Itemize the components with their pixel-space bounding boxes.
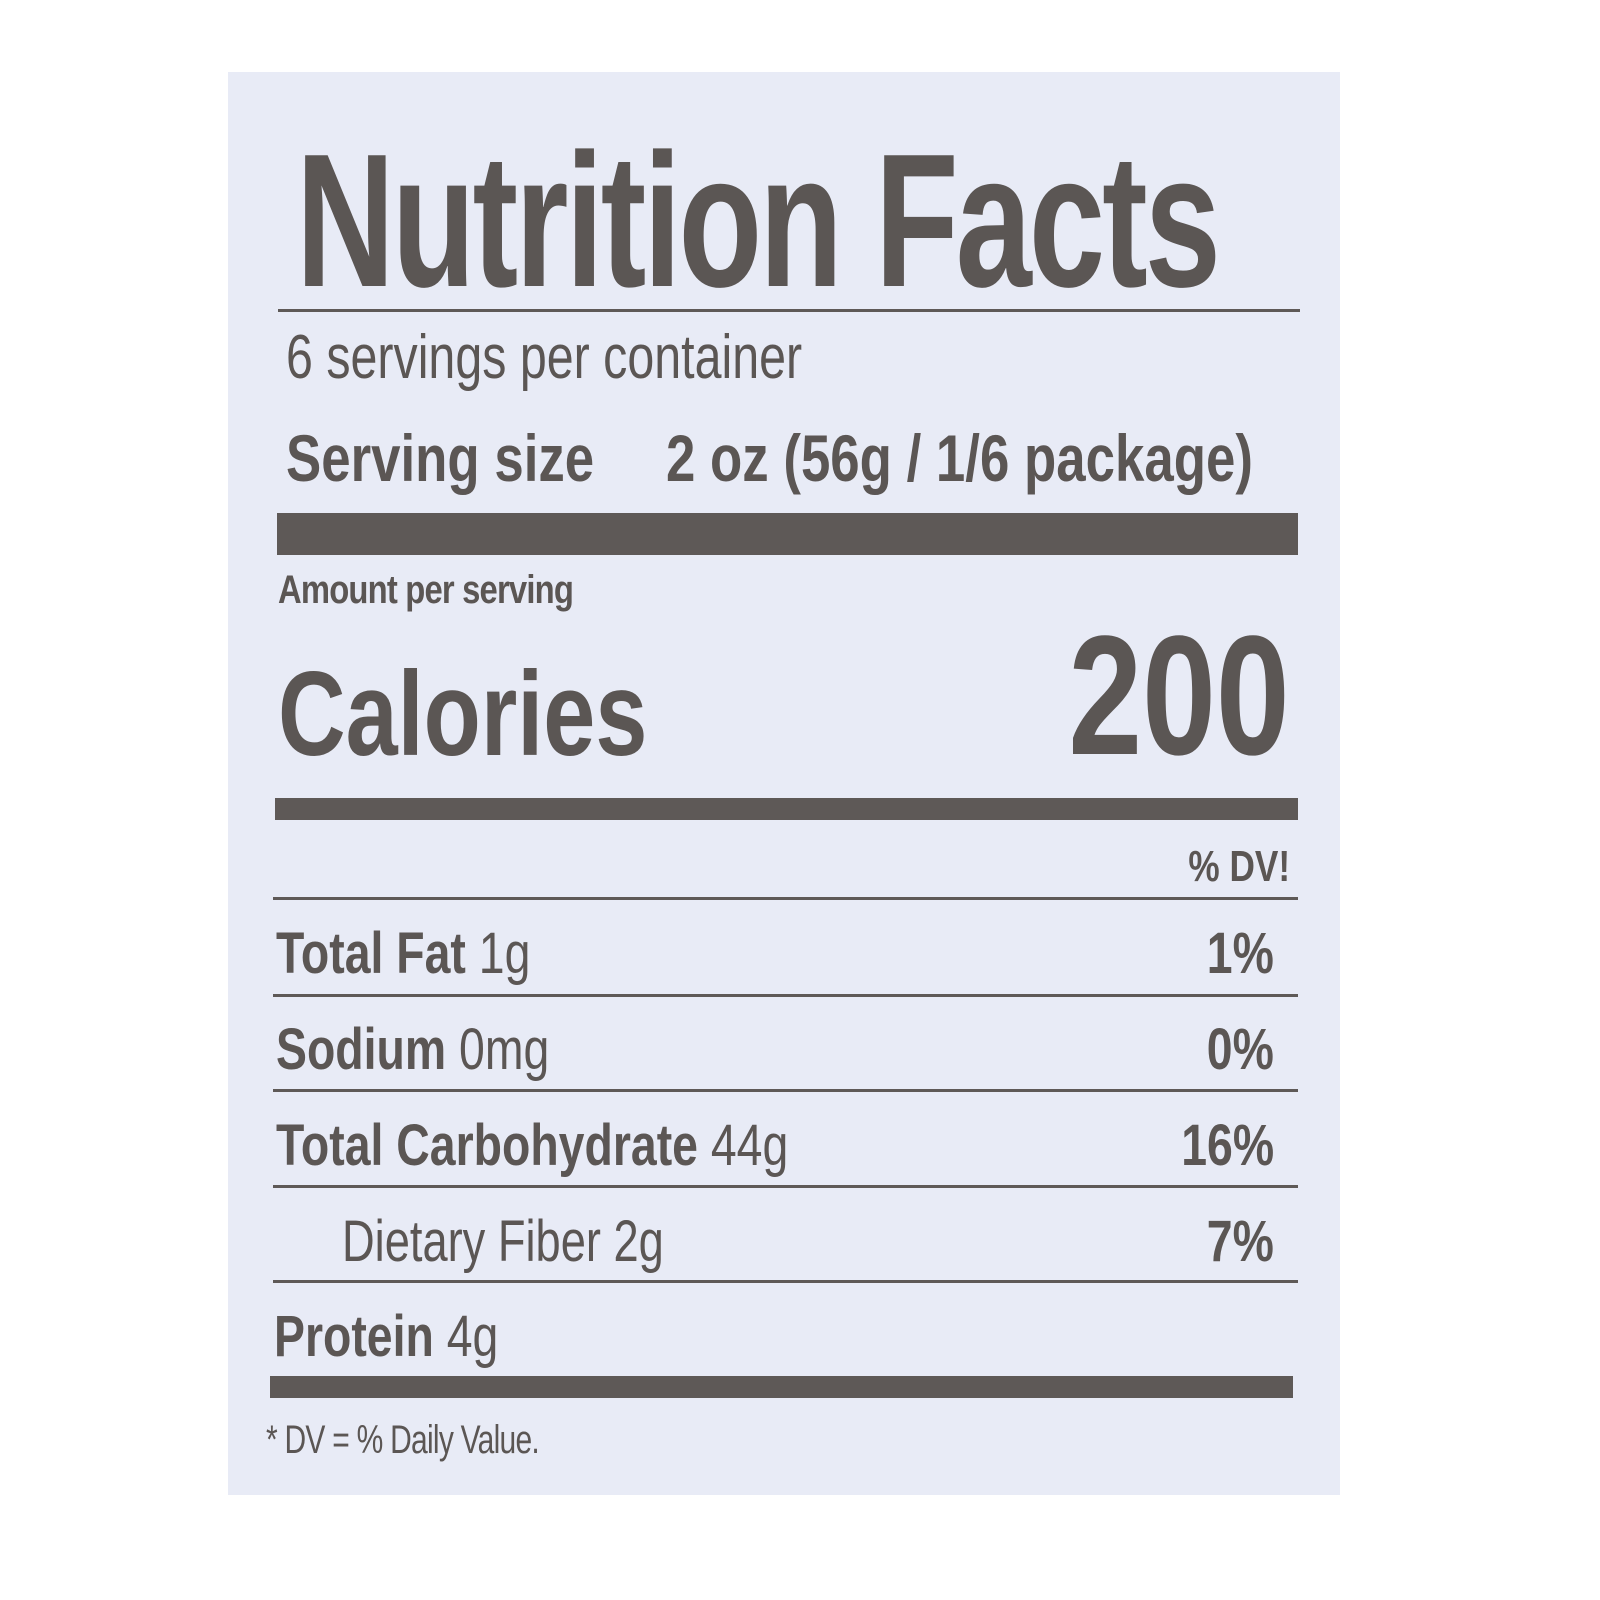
nutrient-dv: 7% <box>1206 1209 1274 1274</box>
divider <box>273 1280 1298 1283</box>
nutrient-amount: 1g <box>478 921 531 986</box>
nutrient-amount: 2g <box>613 1209 664 1274</box>
nutrient-amount: 0mg <box>459 1017 550 1082</box>
nutrient-dv: 16% <box>1181 1113 1274 1178</box>
medium-bar <box>275 798 1298 820</box>
nutrient-dv: 0% <box>1206 1017 1274 1082</box>
nutrient-amount: 4g <box>446 1304 499 1369</box>
divider <box>273 1089 1298 1092</box>
thick-bar <box>277 513 1298 555</box>
amount-per-serving: Amount per serving <box>278 568 574 612</box>
divider <box>273 994 1298 997</box>
label-title: Nutrition Facts <box>296 115 1221 327</box>
bottom-bar <box>270 1376 1293 1398</box>
serving-size-value: 2 oz (56g / 1/6 package) <box>666 421 1253 495</box>
divider <box>273 1185 1298 1188</box>
divider <box>278 309 1300 312</box>
calories-label: Calories <box>278 647 648 781</box>
nutrient-name: Protein <box>274 1304 434 1369</box>
calories-value: 200 <box>1068 601 1290 791</box>
nutrient-amount: 44g <box>710 1113 789 1178</box>
nutrient-dv: 1% <box>1206 921 1274 986</box>
serving-size-label: Serving size <box>286 421 595 495</box>
nutrient-name: Dietary Fiber <box>342 1209 601 1274</box>
divider <box>273 897 1298 900</box>
dv-header: % DV! <box>1188 842 1290 891</box>
servings-per-container: 6 servings per container <box>286 323 803 392</box>
nutrient-name: Total Fat <box>276 921 466 986</box>
nutrient-name: Total Carbohydrate <box>276 1113 698 1178</box>
footnote: * DV = % Daily Value. <box>266 1418 540 1462</box>
nutrient-name: Sodium <box>276 1017 447 1082</box>
